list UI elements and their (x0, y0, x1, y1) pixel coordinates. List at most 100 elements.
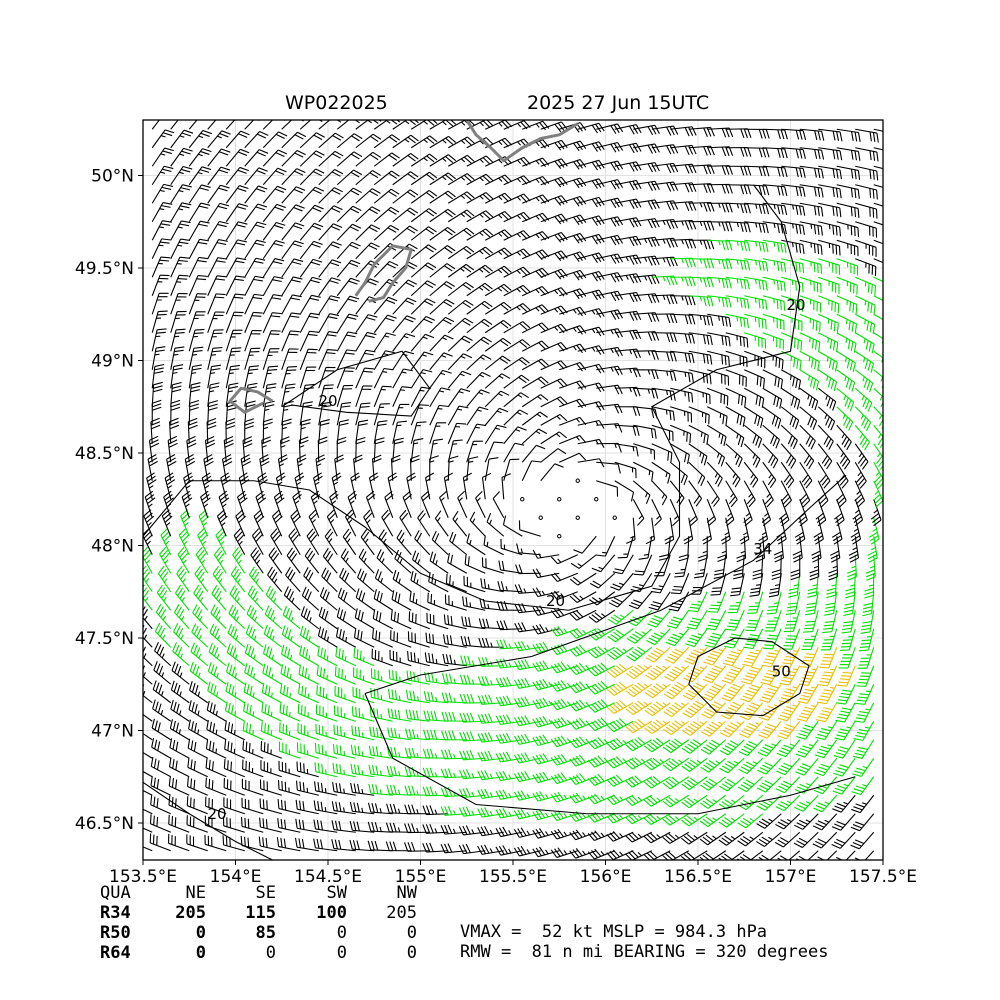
barb-feather (205, 777, 207, 788)
barb-feather (587, 851, 595, 860)
barb-feather (572, 812, 580, 821)
barb-feather (624, 834, 633, 843)
wind-barb (259, 798, 282, 815)
barb-feather (742, 835, 752, 843)
barb-feather (780, 837, 789, 843)
barb-feather (280, 818, 283, 829)
barb-shaft (297, 808, 319, 815)
barb-feather (680, 837, 690, 845)
wind-barb (143, 846, 153, 852)
barb-feather (798, 819, 808, 825)
barb-shaft (297, 827, 319, 833)
barb-feather (320, 801, 324, 812)
barb-feather (331, 839, 335, 849)
wind-barb (440, 805, 467, 816)
barb-half-feather (563, 850, 568, 855)
barb-half-feather (545, 849, 549, 855)
barb-feather (367, 821, 372, 832)
barb-shaft (187, 786, 208, 796)
barb-feather (258, 836, 261, 847)
barb-feather (724, 853, 733, 860)
barb-half-feather (768, 818, 773, 822)
wind-barb (276, 837, 301, 852)
barb-feather (259, 817, 261, 828)
barb-feather (374, 840, 379, 851)
barb-shaft (333, 810, 356, 815)
barb-feather (407, 804, 412, 814)
barb-feather (334, 839, 338, 849)
barb-shaft (745, 831, 764, 847)
barb-feather (480, 845, 486, 855)
barb-half-feather (749, 836, 755, 840)
barb-feather (554, 829, 561, 839)
barb-half-feather (324, 806, 327, 812)
barb-shaft (205, 824, 227, 833)
barb-shaft (186, 843, 208, 852)
barb-feather (705, 834, 714, 842)
barb-feather (532, 811, 539, 820)
barb-feather (498, 827, 505, 837)
wind-barb (662, 831, 690, 844)
barb-feather (699, 838, 708, 846)
barb-feather (575, 848, 583, 857)
wind-barb (331, 801, 356, 815)
barb-feather (247, 837, 250, 848)
barb-feather (498, 808, 505, 818)
barb-feather (465, 843, 471, 853)
barb-shaft (296, 846, 319, 852)
wind-barb (793, 831, 819, 848)
wind-barb (168, 814, 190, 833)
barb-shaft (242, 806, 264, 815)
barb-shaft (707, 813, 727, 828)
barb-feather (517, 809, 524, 819)
wind-barb (258, 836, 282, 852)
barb-feather (761, 818, 771, 825)
barb-feather (758, 820, 768, 827)
barb-feather (777, 821, 787, 827)
barb-feather (208, 778, 211, 789)
barb-feather (353, 821, 357, 831)
barb-feather (535, 829, 542, 838)
barb-feather (276, 837, 280, 847)
barb-feather (168, 776, 171, 787)
wind-barb (680, 831, 708, 845)
barb-half-feather (582, 832, 586, 837)
wind-barb (718, 850, 745, 860)
barb-half-feather (619, 833, 624, 838)
barb-feather (425, 824, 431, 834)
barb-shaft (278, 846, 301, 852)
wind-barb (606, 831, 634, 842)
barb-feather (702, 836, 711, 844)
barb-half-feather (416, 827, 419, 833)
barb-feather (316, 838, 320, 849)
barb-feather (557, 810, 564, 819)
barb-feather (686, 833, 695, 841)
barb-feather (780, 819, 790, 825)
barb-shaft (688, 813, 708, 827)
barb-feather (186, 796, 189, 806)
barb-feather (587, 832, 595, 841)
barb-shaft (143, 808, 153, 815)
barb-half-feather (824, 819, 830, 823)
barb-feather (484, 807, 490, 817)
barb-shaft (788, 850, 801, 860)
barb-feather (587, 814, 595, 823)
barb-feather (724, 835, 733, 842)
barb-shaft (205, 786, 227, 796)
barb-shaft (150, 823, 171, 833)
barb-feather (609, 814, 617, 822)
wind-barb (422, 805, 449, 816)
wind-barb (167, 833, 190, 852)
barb-feather (266, 800, 268, 810)
barb-shaft (821, 813, 838, 831)
wind-barb (331, 839, 356, 852)
barb-feather (793, 842, 803, 848)
barb-feather (447, 843, 453, 853)
barb-feather (854, 839, 865, 845)
barb-shaft (352, 829, 375, 833)
wind-barb (331, 820, 356, 833)
barb-shaft (613, 813, 634, 824)
wind-barb (477, 825, 504, 837)
barb-feather (649, 850, 658, 859)
wind-barb (495, 845, 523, 856)
